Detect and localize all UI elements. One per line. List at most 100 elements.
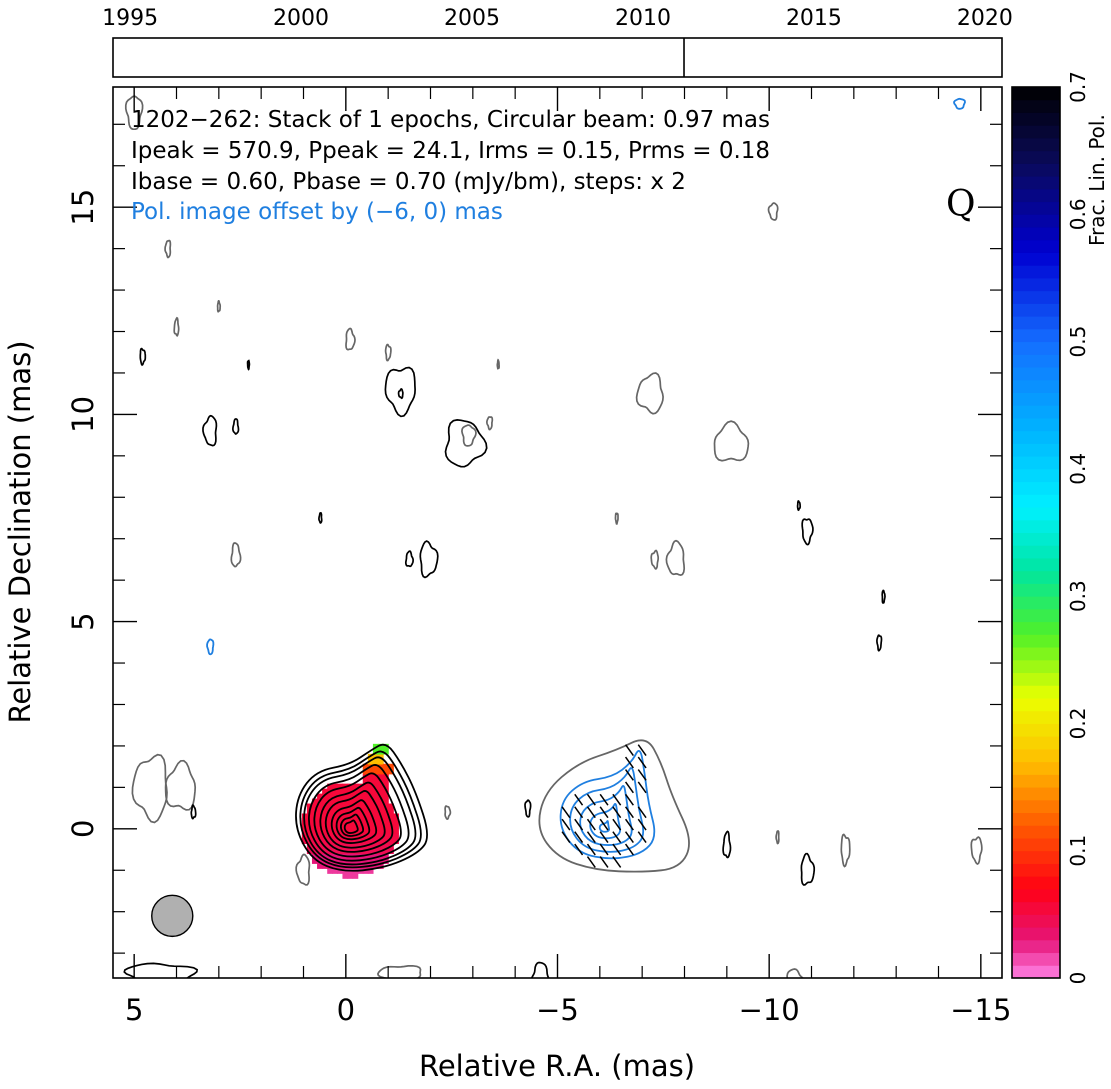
pol-pixel <box>332 828 338 835</box>
colorbar-step <box>1012 914 1060 928</box>
pol-pixel <box>383 778 389 785</box>
pol-pixel <box>367 758 374 765</box>
pol-contour <box>579 785 633 846</box>
pol-pixel <box>383 803 389 810</box>
pol-pixel <box>332 798 338 805</box>
pol-pixel <box>383 783 389 790</box>
pol-pixel <box>322 848 328 854</box>
colorbar-step <box>1012 341 1060 355</box>
pol-pixel <box>383 828 389 835</box>
pol-pixel <box>362 808 369 815</box>
pol-pixel <box>327 818 333 825</box>
pol-noise-contour <box>953 97 966 110</box>
noise-contour <box>376 964 422 978</box>
pol-pixel <box>362 763 369 770</box>
intensity-contour <box>330 799 378 844</box>
x-tick-label: 5 <box>125 993 143 1027</box>
pol-pixel <box>342 863 349 869</box>
colorbar-step <box>1012 239 1060 253</box>
evpa-tick <box>561 831 571 843</box>
pol-pixel <box>362 858 369 864</box>
pol-pixel <box>357 803 364 810</box>
colorbar-step <box>1012 761 1060 775</box>
pol-pixel <box>332 868 338 874</box>
polarization-contours <box>206 97 966 860</box>
pol-pixel <box>383 853 389 859</box>
pol-pixel <box>337 858 344 864</box>
pol-pixel <box>327 803 333 810</box>
pol-pixel <box>357 823 364 830</box>
timeline-ticks: 1995 2000 2005 2010 2015 2020 <box>102 6 1013 31</box>
evpa-tick <box>637 769 647 781</box>
pol-pixel <box>372 798 379 805</box>
pol-pixel <box>337 868 344 874</box>
y-tick-label: 15 <box>66 189 100 226</box>
noise-contour <box>384 366 416 418</box>
pol-pixel <box>347 813 354 820</box>
pol-pixel <box>362 828 369 835</box>
evpa-tick <box>612 806 622 819</box>
pol-pixel <box>332 838 338 845</box>
pol-pixel <box>327 783 333 790</box>
pol-pixel <box>322 808 328 815</box>
timeline-tick-label: 1995 <box>102 6 158 31</box>
pol-pixel <box>378 758 384 765</box>
pol-pixel <box>367 828 374 835</box>
colorbar-step <box>1012 723 1060 737</box>
pol-pixel <box>337 803 344 810</box>
colorbar-step <box>1012 354 1060 368</box>
pol-pixel <box>393 813 399 820</box>
noise-contour <box>840 833 851 868</box>
noise-contour <box>384 343 392 362</box>
colorbar-step <box>1012 901 1060 915</box>
evpa-tick <box>586 793 596 806</box>
evpa-tick <box>624 831 634 843</box>
pol-pixel <box>342 873 349 879</box>
pol-pixel <box>311 858 318 864</box>
pol-pixel <box>342 793 349 800</box>
pol-pixel <box>347 873 354 879</box>
colorbar-step <box>1012 710 1060 724</box>
pol-pixel <box>367 833 374 840</box>
pol-pixel <box>301 828 308 835</box>
pol-pixel <box>311 843 318 849</box>
pol-contour <box>598 820 610 833</box>
pol-pixel <box>383 798 389 805</box>
colorbar-step <box>1012 965 1060 979</box>
colorbar-tick-label: 0.5 <box>1066 326 1090 358</box>
pol-pixel <box>372 848 379 854</box>
pol-pixel <box>372 778 379 785</box>
pol-pixel <box>337 783 344 790</box>
colorbar-step <box>1012 532 1060 546</box>
pol-pixel <box>311 833 318 840</box>
x-tick-label: −5 <box>536 993 579 1027</box>
pol-pixel <box>378 808 384 815</box>
pol-pixel <box>306 833 313 840</box>
evpa-tick <box>612 831 622 843</box>
pol-pixel <box>362 823 369 830</box>
evpa-tick <box>574 806 584 819</box>
pol-pixel <box>322 853 328 859</box>
pol-contour <box>559 750 656 860</box>
evpa-tick <box>574 831 584 843</box>
pol-pixel <box>357 863 364 869</box>
colorbar-step <box>1012 201 1060 215</box>
pol-pixel <box>352 863 359 869</box>
timeline-panel: 1995 2000 2005 2010 2015 2020 <box>102 6 1013 78</box>
colorbar-gradient <box>1012 87 1060 979</box>
pol-pixel <box>362 768 369 775</box>
pol-pixel <box>352 803 359 810</box>
pol-pixel <box>332 823 338 830</box>
noise-contour <box>775 830 780 845</box>
annotation-line4: Pol. image offset by (−6, 0) mas <box>131 199 503 225</box>
pol-pixel <box>372 783 379 790</box>
pol-pixel <box>311 828 318 835</box>
pol-pixel <box>362 818 369 825</box>
pol-pixel <box>317 858 323 864</box>
evpa-tick <box>599 856 609 868</box>
pol-pixel <box>327 808 333 815</box>
pol-pixel <box>342 838 349 845</box>
colorbar-step <box>1012 837 1060 852</box>
colorbar-frame <box>1011 86 1061 979</box>
pol-pixel <box>332 788 338 795</box>
